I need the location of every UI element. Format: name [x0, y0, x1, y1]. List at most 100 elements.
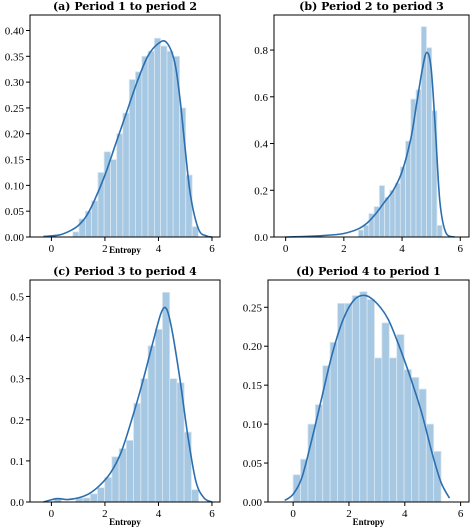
histogram-bar — [166, 50, 174, 238]
histogram-bar — [359, 291, 368, 503]
histogram-bar — [72, 231, 80, 238]
histogram-bar — [169, 378, 178, 503]
histogram-bar — [300, 458, 309, 503]
y-tick-label: 0.0 — [10, 497, 24, 509]
y-tick-label: 0.25 — [243, 302, 263, 314]
histogram-bar — [403, 369, 412, 503]
y-tick-label: 0.30 — [5, 77, 25, 89]
x-tick-label: 2 — [346, 508, 352, 520]
histogram-bar — [388, 357, 398, 503]
y-tick-label: 0.05 — [5, 206, 25, 218]
y-tick-label: 0.05 — [243, 458, 263, 470]
histogram-bar — [344, 302, 353, 503]
y-tick-label: 0.5 — [10, 291, 24, 303]
histogram-bar — [140, 378, 149, 503]
x-tick-label: 4 — [156, 508, 162, 520]
y-tick-label: 0.8 — [254, 45, 268, 57]
x-tick-label: 6 — [458, 243, 464, 255]
histogram-bar — [433, 450, 442, 503]
histogram-bar — [147, 50, 155, 238]
y-tick-label: 0.20 — [243, 341, 263, 353]
histogram-bar — [329, 341, 338, 503]
x-tick-label: 0 — [49, 508, 55, 520]
histogram-bar — [154, 37, 161, 238]
histogram-bar — [399, 166, 406, 238]
histogram-bar — [122, 112, 130, 238]
histogram-bar — [374, 357, 383, 503]
x-axis-label: Entropy — [353, 517, 385, 527]
x-tick-label: 0 — [283, 243, 289, 255]
histogram-bar — [133, 402, 142, 503]
histogram-bar — [415, 89, 422, 238]
y-tick-label: 0.15 — [243, 380, 263, 392]
y-tick-label: 0.4 — [254, 139, 268, 151]
histogram-bar — [381, 322, 390, 503]
y-tick-label: 0.00 — [5, 232, 25, 244]
x-tick-label: 2 — [102, 243, 108, 255]
panel-b: (b) Period 2 to period 3 0.0 0.2 0.4 0.6 0.8 0… — [254, 0, 470, 255]
histogram-bar — [366, 299, 375, 503]
x-tick-label: 6 — [209, 243, 215, 255]
plot-frame — [29, 14, 221, 238]
histogram-bar — [394, 182, 401, 238]
x-tick-label: 4 — [156, 243, 162, 255]
y-tick-label: 0.2 — [254, 185, 268, 197]
histogram-bar — [426, 47, 433, 238]
histogram-bar — [162, 291, 171, 503]
histogram-bar — [104, 476, 113, 503]
histogram-bar — [160, 45, 168, 238]
x-tick-label: 0 — [290, 508, 296, 520]
x-tick-label: 4 — [399, 243, 405, 255]
y-tick-label: 0.10 — [5, 180, 25, 192]
x-tick-label: 0 — [49, 243, 55, 255]
kde-curve — [43, 306, 213, 503]
histogram-bar — [97, 172, 105, 238]
y-tick-label: 0.25 — [5, 103, 25, 115]
histogram-bar — [110, 159, 118, 238]
histogram-bar — [82, 497, 91, 503]
x-axis-label: Entropy — [109, 517, 141, 527]
panel-a: (a) Period 1 to period 2 0.00 0.05 0.10 0.15… — [5, 0, 221, 255]
kde-curve — [43, 39, 213, 238]
plot-frame — [29, 279, 221, 503]
histogram-bar — [351, 295, 361, 503]
histogram-bar — [147, 345, 156, 503]
x-tick-label: 2 — [102, 508, 108, 520]
histogram-bar — [358, 229, 365, 238]
histogram-bar — [378, 185, 385, 238]
y-tick-label: 0.40 — [5, 25, 25, 37]
panel-d: (d) Period 4 to period 1 0.00 0.05 0.10 0.15… — [243, 265, 470, 527]
kde-curve — [284, 294, 451, 502]
histogram-bar — [183, 431, 192, 503]
kde-curve — [285, 51, 455, 238]
x-tick-label: 6 — [209, 508, 215, 520]
y-tick-label: 0.20 — [5, 129, 25, 141]
plot-frame — [273, 14, 470, 238]
histogram-bar — [97, 487, 106, 503]
histogram-bar — [307, 423, 316, 503]
histogram-bar — [411, 376, 420, 503]
histogram-bar — [396, 334, 405, 503]
panel-c: (c) Period 3 to period 4 0.0 0.1 0.2 0.3 0.4 0… — [10, 265, 221, 527]
x-axis-label: Entropy — [109, 245, 141, 255]
y-tick-label: 0.15 — [5, 155, 25, 167]
y-tick-label: 0.10 — [243, 419, 263, 431]
y-tick-label: 0.3 — [10, 374, 24, 386]
histogram-bar — [154, 328, 163, 503]
histogram-bar — [436, 224, 443, 238]
histogram-bar — [384, 196, 391, 238]
panel-title: (b) Period 2 to period 3 — [299, 0, 444, 13]
panel-title: (d) Period 4 to period 1 — [296, 265, 441, 278]
x-tick-label: 4 — [402, 508, 408, 520]
histogram-bar — [103, 151, 111, 238]
histogram-bar — [190, 489, 199, 503]
panel-title: (c) Period 3 to period 4 — [53, 265, 197, 278]
histogram-bar — [431, 110, 438, 238]
histogram-bar — [125, 439, 134, 503]
histogram-bar — [116, 133, 124, 238]
histogram-bar — [141, 55, 149, 238]
plot-frame — [267, 279, 470, 503]
x-tick-label: 2 — [341, 243, 347, 255]
histogram-bar — [363, 224, 370, 238]
